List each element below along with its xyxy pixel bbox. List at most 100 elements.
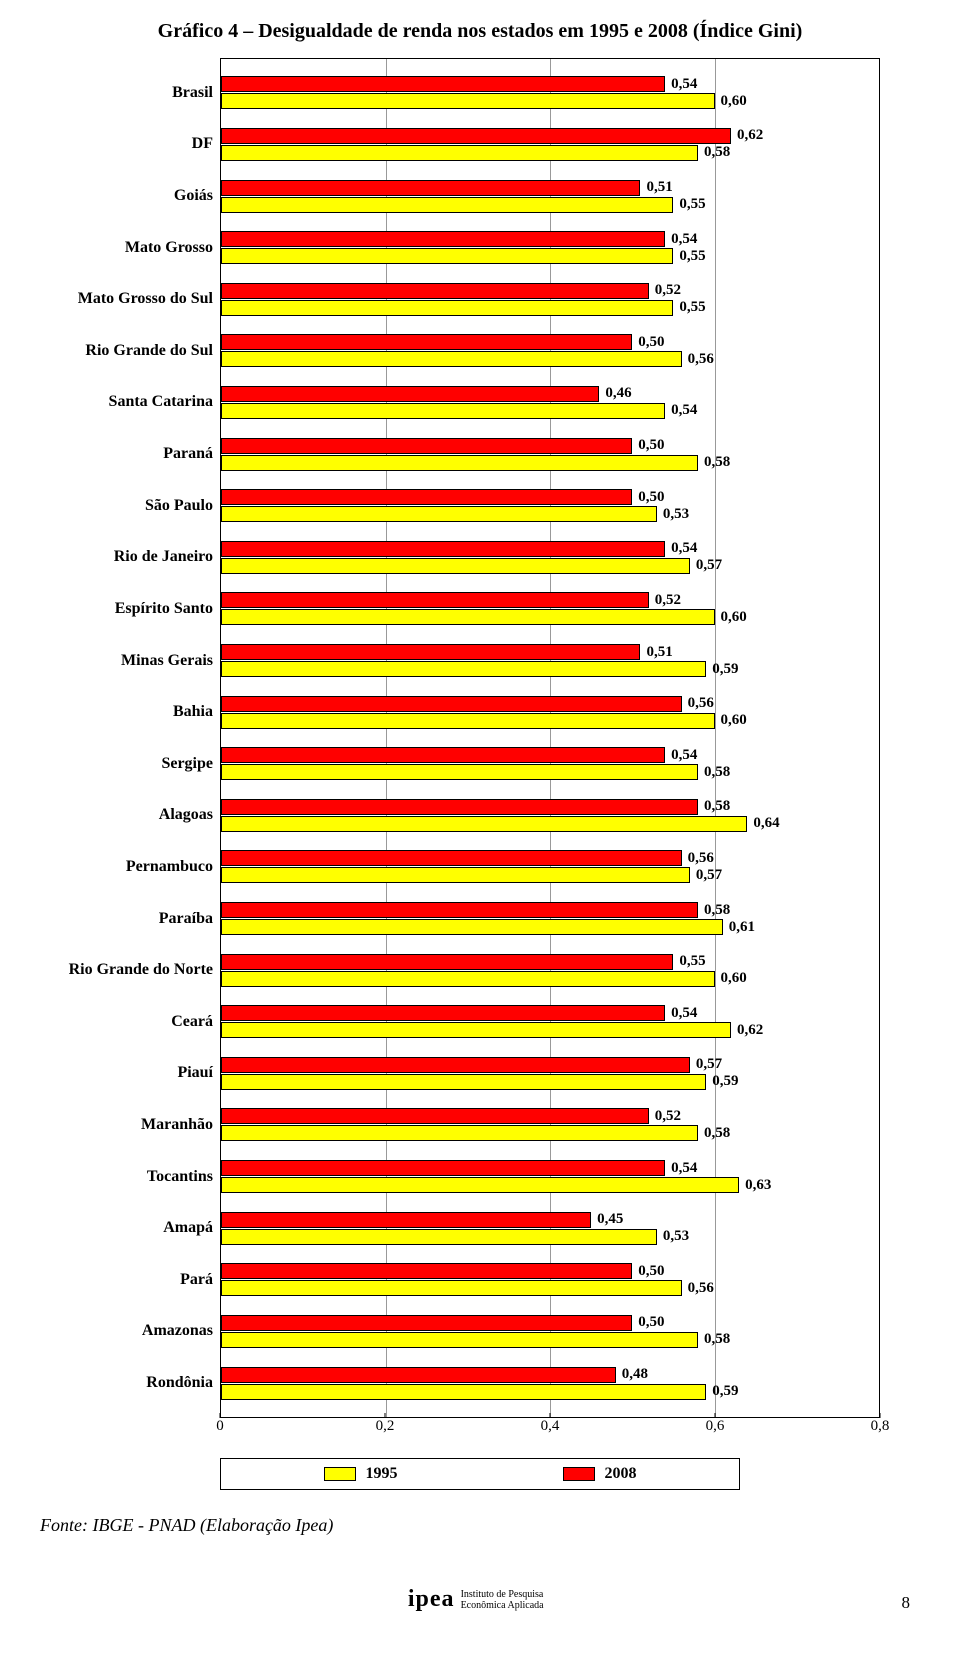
bar-2008: [221, 747, 665, 763]
value-label-1995: 0,54: [671, 402, 697, 419]
bar-1995: [221, 403, 665, 419]
x-tick-label: 0: [216, 1418, 224, 1435]
bar-1995: [221, 816, 747, 832]
ipea-logo-subtitle: Instituto de Pesquisa Econômica Aplicada: [461, 1589, 544, 1611]
value-label-2008: 0,50: [638, 489, 664, 506]
category-group: Mato Grosso0,540,55: [221, 231, 879, 265]
bar-1995: [221, 455, 698, 471]
category-label: Pernambuco: [126, 858, 221, 876]
value-label-1995: 0,53: [663, 1228, 689, 1245]
bar-2008: [221, 438, 632, 454]
value-label-2008: 0,57: [696, 1056, 722, 1073]
bar-2008: [221, 386, 599, 402]
category-group: Alagoas0,580,64: [221, 798, 879, 832]
category-group: Santa Catarina0,460,54: [221, 385, 879, 419]
bar-2008: [221, 76, 665, 92]
value-label-1995: 0,58: [704, 144, 730, 161]
bar-2008: [221, 902, 698, 918]
category-group: Rio Grande do Norte0,550,60: [221, 953, 879, 987]
bar-1995: [221, 558, 690, 574]
bar-1995: [221, 1280, 682, 1296]
category-group: Ceará0,540,62: [221, 1005, 879, 1039]
category-group: Maranhão0,520,58: [221, 1108, 879, 1142]
category-label: São Paulo: [145, 497, 221, 515]
bar-2008: [221, 489, 632, 505]
category-label: Paraná: [163, 445, 221, 463]
bar-1995: [221, 145, 698, 161]
bar-2008: [221, 592, 649, 608]
value-label-2008: 0,54: [671, 747, 697, 764]
bar-2008: [221, 1108, 649, 1124]
category-group: Piauí0,570,59: [221, 1056, 879, 1090]
category-label: Mato Grosso do Sul: [78, 290, 221, 308]
bar-2008: [221, 1057, 690, 1073]
category-label: Pará: [180, 1271, 221, 1289]
category-group: Pará0,500,56: [221, 1263, 879, 1297]
value-label-1995: 0,55: [679, 248, 705, 265]
legend-item: 2008: [563, 1465, 637, 1483]
bar-2008: [221, 334, 632, 350]
value-label-1995: 0,55: [679, 299, 705, 316]
value-label-2008: 0,56: [688, 850, 714, 867]
value-label-2008: 0,62: [737, 127, 763, 144]
value-label-2008: 0,50: [638, 1314, 664, 1331]
category-label: Goiás: [174, 187, 221, 205]
value-label-2008: 0,54: [671, 231, 697, 248]
chart-plot-area: Brasil0,540,60DF0,620,58Goiás0,510,55Mat…: [220, 58, 880, 1418]
value-label-1995: 0,60: [721, 970, 747, 987]
bar-2008: [221, 180, 640, 196]
category-label: Santa Catarina: [109, 393, 221, 411]
value-label-2008: 0,56: [688, 695, 714, 712]
page-number: 8: [901, 1593, 910, 1613]
category-label: Rio Grande do Norte: [69, 961, 221, 979]
category-group: Rio de Janeiro0,540,57: [221, 540, 879, 574]
value-label-1995: 0,58: [704, 454, 730, 471]
value-label-1995: 0,56: [688, 1280, 714, 1297]
legend-item: 1995: [324, 1465, 398, 1483]
category-group: Goiás0,510,55: [221, 179, 879, 213]
category-group: Tocantins0,540,63: [221, 1160, 879, 1194]
chart-title: Gráfico 4 – Desigualdade de renda nos es…: [40, 20, 920, 43]
value-label-1995: 0,60: [721, 609, 747, 626]
bar-2008: [221, 1263, 632, 1279]
category-label: Brasil: [172, 84, 221, 102]
category-group: DF0,620,58: [221, 127, 879, 161]
value-label-2008: 0,54: [671, 76, 697, 93]
value-label-2008: 0,55: [679, 953, 705, 970]
bar-2008: [221, 850, 682, 866]
bar-2008: [221, 799, 698, 815]
category-group: São Paulo0,500,53: [221, 489, 879, 523]
category-label: Bahia: [173, 703, 221, 721]
value-label-2008: 0,54: [671, 540, 697, 557]
category-group: Rio Grande do Sul0,500,56: [221, 334, 879, 368]
value-label-2008: 0,52: [655, 1108, 681, 1125]
source-note: Fonte: IBGE - PNAD (Elaboração Ipea): [40, 1515, 920, 1536]
category-label: Maranhão: [141, 1116, 221, 1134]
value-label-1995: 0,59: [712, 661, 738, 678]
category-group: Pernambuco0,560,57: [221, 850, 879, 884]
value-label-2008: 0,45: [597, 1211, 623, 1228]
x-tick-label: 0,4: [541, 1418, 560, 1435]
value-label-1995: 0,62: [737, 1022, 763, 1039]
value-label-2008: 0,50: [638, 1263, 664, 1280]
category-group: Paraíba0,580,61: [221, 902, 879, 936]
value-label-1995: 0,58: [704, 764, 730, 781]
value-label-1995: 0,56: [688, 351, 714, 368]
bar-2008: [221, 1160, 665, 1176]
value-label-1995: 0,58: [704, 1331, 730, 1348]
bar-1995: [221, 197, 673, 213]
category-group: Amazonas0,500,58: [221, 1314, 879, 1348]
category-label: Sergipe: [161, 755, 221, 773]
bar-1995: [221, 1074, 706, 1090]
value-label-1995: 0,55: [679, 196, 705, 213]
category-label: Mato Grosso: [125, 239, 221, 257]
bar-1995: [221, 971, 715, 987]
value-label-2008: 0,51: [646, 644, 672, 661]
bar-1995: [221, 1022, 731, 1038]
legend-swatch: [324, 1467, 356, 1481]
value-label-2008: 0,50: [638, 437, 664, 454]
category-group: Espírito Santo0,520,60: [221, 592, 879, 626]
value-label-2008: 0,54: [671, 1160, 697, 1177]
category-label: DF: [192, 135, 221, 153]
value-label-1995: 0,60: [721, 712, 747, 729]
